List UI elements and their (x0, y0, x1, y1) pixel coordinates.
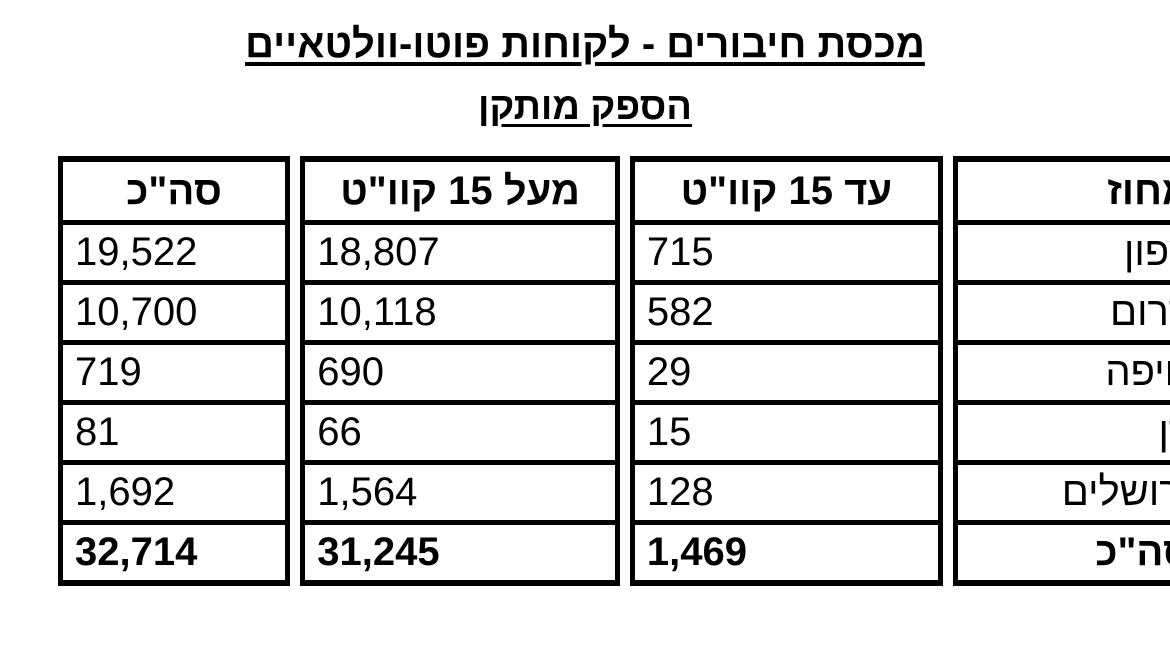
subtitle: הספק מותקן (478, 86, 692, 128)
column-header: מעל 15 קוו"ט (300, 156, 620, 220)
table-cell: 66 (300, 400, 620, 460)
table-cell: 19,522 (58, 220, 291, 280)
table-row: דן156681 (58, 400, 1170, 460)
table-cell: צפון (952, 220, 1170, 280)
table-cell: סה"כ (952, 520, 1170, 586)
table-cell: 10,118 (300, 280, 620, 340)
table-cell: דרום (952, 280, 1170, 340)
table-cell: ירושלים (952, 460, 1170, 520)
table-row: חיפה29690719 (58, 340, 1170, 400)
table-cell: 31,245 (300, 520, 620, 586)
table-cell: 719 (58, 340, 291, 400)
table-cell: 32,714 (58, 520, 291, 586)
table-cell: 10,700 (58, 280, 291, 340)
table-cell: 29 (629, 340, 943, 400)
table-cell: חיפה (952, 340, 1170, 400)
table-cell: 1,692 (58, 460, 291, 520)
column-header: מחוז (952, 156, 1170, 220)
table-cell: 1,469 (629, 520, 943, 586)
title: מכסת חיבורים - לקוחות פוטו-וולטאיים (245, 22, 925, 66)
table-cell: 1,564 (300, 460, 620, 520)
table-cell: 81 (58, 400, 291, 460)
table-cell: 715 (629, 220, 943, 280)
table-cell: דן (952, 400, 1170, 460)
column-header: סה"כ (58, 156, 291, 220)
table-cell: 15 (629, 400, 943, 460)
table-cell: 690 (300, 340, 620, 400)
table-cell: 582 (629, 280, 943, 340)
table-cell: 18,807 (300, 220, 620, 280)
column-header: עד 15 קוו"ט (629, 156, 943, 220)
table-cell: 128 (629, 460, 943, 520)
